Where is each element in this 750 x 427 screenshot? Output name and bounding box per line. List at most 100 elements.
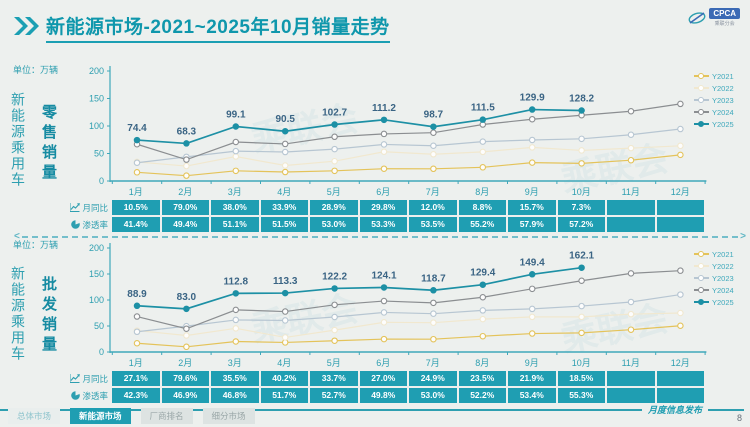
table-cell: 52.2% (458, 388, 506, 403)
table-cell: 41.4% (112, 217, 160, 232)
retail-month-header-row: 1月 2月 3月 4月 5月 6月 7月 8月 9月 10月 11月 12月 (112, 186, 704, 198)
month-label: 10月 (571, 358, 591, 368)
release-label: 月度信息发布 (647, 405, 702, 415)
svg-text:150: 150 (89, 94, 104, 104)
legend-label: Y2024 (712, 285, 734, 295)
footer-tabs: 总体市场 新能源市场 厂商排名 细分市场 (8, 408, 255, 424)
month-label: 11月 (621, 358, 640, 368)
unit-label-retail: 单位：万辆 (13, 65, 59, 75)
month-label: 6月 (376, 187, 391, 197)
retail-chart-legend: Y2021 Y2022 Y2023 Y2024 Y2025 (694, 70, 750, 130)
footer-tab[interactable]: 细分市场 (202, 408, 255, 424)
table-cell: 27.0% (359, 371, 407, 386)
svg-text:50: 50 (94, 149, 104, 159)
legend-swatch-icon (694, 263, 709, 269)
svg-text:0: 0 (99, 176, 104, 186)
svg-text:122.2: 122.2 (322, 271, 347, 282)
month-label: 8月 (475, 358, 490, 368)
month-label: 4月 (277, 187, 292, 197)
legend-label: Y2022 (712, 83, 734, 93)
wholesale-line-chart: 0 50 100 150 200 88.9 83.0 112.8 113.3 122.2 124.1… (89, 243, 707, 357)
table-cell: 53.0% (409, 388, 457, 403)
legend-label: Y2022 (712, 261, 734, 271)
retail-line-chart: 0 50 100 150 200 74.4 68.3 99.1 90.5 102.7 111.2 98… (89, 65, 707, 186)
month-label: 12月 (670, 358, 690, 368)
month-label: 12月 (670, 187, 690, 197)
month-label: 11月 (621, 187, 640, 197)
month-label: 2月 (178, 187, 193, 197)
cpca-swoosh-icon (688, 11, 706, 24)
table-cell (656, 388, 704, 403)
row-label-text: 月同比 (82, 202, 108, 213)
cpca-logo-text: CPCA (709, 8, 740, 19)
category-label-retail: 新能源乘用车 (10, 92, 26, 188)
wholesale-penetration-row: 42.3% 46.9% 46.8% 51.7% 52.7% 49.8% 53.0% 52.2%… (112, 388, 704, 403)
table-cell: 21.9% (508, 371, 556, 386)
legend-entry: Y2021 (694, 70, 750, 82)
footer-tab[interactable]: 新能源市场 (70, 408, 131, 424)
arrow-right-icon: > (740, 231, 746, 242)
legend-entry: Y2023 (694, 272, 750, 284)
table-cell: 49.8% (359, 388, 407, 403)
svg-text:88.9: 88.9 (127, 289, 147, 300)
table-cell: 55.3% (557, 388, 605, 403)
svg-text:102.7: 102.7 (322, 108, 347, 119)
svg-text:68.3: 68.3 (177, 126, 197, 137)
footer-tab[interactable]: 总体市场 (8, 408, 61, 424)
trend-chart-icon (70, 203, 81, 212)
svg-text:150: 150 (89, 269, 104, 279)
month-label: 9月 (524, 358, 539, 368)
retail-yoy-row-label: 月同比 (48, 200, 108, 215)
svg-text:113.3: 113.3 (273, 276, 298, 287)
svg-text:111.2: 111.2 (372, 103, 396, 114)
month-label: 5月 (326, 187, 341, 197)
double-chevron-icon (14, 17, 39, 35)
legend-swatch-icon (694, 121, 709, 127)
table-cell: 46.9% (161, 388, 209, 403)
cpca-logo: CPCA 乘联分会 (688, 8, 740, 27)
month-label: 1月 (128, 187, 143, 197)
table-cell: 10.5% (112, 200, 160, 215)
legend-entry: Y2025 (694, 118, 750, 130)
cpca-logo-subtext: 乘联分会 (714, 21, 735, 27)
table-cell: 53.5% (409, 217, 457, 232)
category-label-wholesale: 新能源乘用车 (10, 266, 26, 362)
wholesale-penetration-row-label: 渗透率 (48, 388, 108, 403)
metric-label-wholesale: 批发销量 (40, 276, 57, 356)
svg-text:200: 200 (89, 243, 104, 253)
trend-chart-icon (70, 374, 81, 383)
table-cell: 24.9% (409, 371, 457, 386)
month-label: 5月 (326, 358, 341, 368)
table-cell: 27.1% (112, 371, 160, 386)
table-cell: 33.9% (260, 200, 308, 215)
row-label-text: 渗透率 (82, 219, 108, 230)
legend-label: Y2023 (712, 273, 734, 283)
legend-swatch-icon (694, 109, 709, 115)
table-cell: 35.5% (211, 371, 259, 386)
legend-label: Y2024 (712, 107, 734, 117)
legend-entry: Y2022 (694, 260, 750, 272)
table-cell: 29.8% (359, 200, 407, 215)
month-label: 10月 (571, 187, 591, 197)
svg-text:124.1: 124.1 (371, 270, 396, 281)
wholesale-month-header-row: 1月 2月 3月 4月 5月 6月 7月 8月 9月 10月 11月 12月 (112, 357, 704, 369)
footer-tab[interactable]: 厂商排名 (140, 408, 193, 424)
table-cell: 49.4% (161, 217, 209, 232)
section-separator: < > (14, 231, 746, 242)
wholesale-yoy-row-label: 月同比 (48, 371, 108, 386)
legend-entry: Y2025 (694, 296, 750, 308)
table-cell: 55.2% (458, 217, 506, 232)
arrow-left-icon: < (14, 231, 20, 242)
retail-yoy-row: 10.5% 79.0% 38.0% 33.9% 28.9% 29.8% 12.0% 8.8% 1… (112, 200, 704, 215)
table-cell: 79.0% (161, 200, 209, 215)
table-cell: 42.3% (112, 388, 160, 403)
legend-swatch-icon (694, 251, 709, 257)
table-cell (607, 217, 655, 232)
legend-label: Y2021 (712, 71, 734, 81)
table-cell (656, 200, 704, 215)
svg-text:149.4: 149.4 (520, 257, 545, 268)
svg-text:118.7: 118.7 (421, 273, 446, 284)
page-title: 新能源市场-2021~2025年10月销量走势 (46, 12, 390, 43)
svg-text:129.9: 129.9 (520, 93, 545, 104)
